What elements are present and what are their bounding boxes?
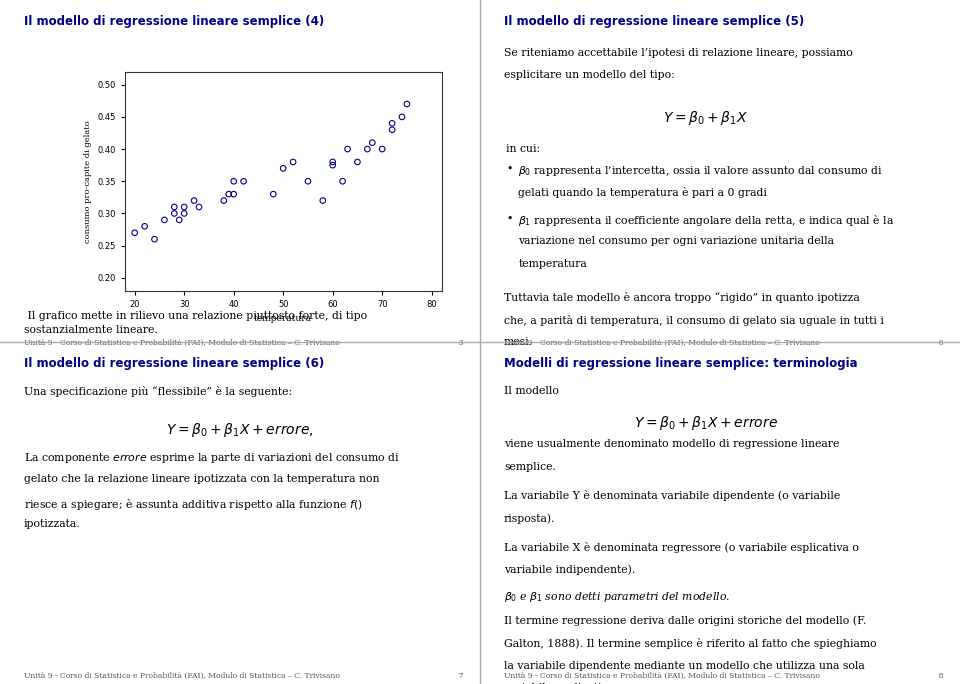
Point xyxy=(340,144,355,155)
Text: esplicitare un modello del tipo:: esplicitare un modello del tipo: xyxy=(504,70,675,81)
Point xyxy=(325,157,341,168)
Point xyxy=(360,144,375,155)
Point xyxy=(177,208,192,219)
Point xyxy=(300,176,316,187)
Text: in cui:: in cui: xyxy=(506,144,540,154)
Text: Unità 9 - Corso di Statistica e Probabilità (FAI), Modulo di Statistica – C. Tri: Unità 9 - Corso di Statistica e Probabil… xyxy=(24,672,464,680)
Point xyxy=(221,189,236,200)
Point xyxy=(374,144,390,155)
Text: $Y = \beta_0 + \beta_1 X + \mathit{errore},$: $Y = \beta_0 + \beta_1 X + \mathit{error… xyxy=(166,421,314,438)
Text: mesi.: mesi. xyxy=(504,337,533,347)
Point xyxy=(226,176,241,187)
Text: ipotizzata.: ipotizzata. xyxy=(24,519,81,529)
Point xyxy=(172,214,187,225)
Text: La variabile X è denominata regressore (o variabile esplicativa o: La variabile X è denominata regressore (… xyxy=(504,542,859,553)
Text: Il modello di regressione lineare semplice (5): Il modello di regressione lineare sempli… xyxy=(504,15,804,28)
Point xyxy=(335,176,350,187)
Point xyxy=(186,195,202,206)
Text: variazione nel consumo per ogni variazione unitaria della: variazione nel consumo per ogni variazio… xyxy=(518,236,834,246)
Point xyxy=(276,163,291,174)
Text: Tuttavia tale modello è ancora troppo “rigido” in quanto ipotizza: Tuttavia tale modello è ancora troppo “r… xyxy=(504,292,860,303)
Point xyxy=(226,189,241,200)
Text: La variabile Y è denominata variabile dipendente (o variabile: La variabile Y è denominata variabile di… xyxy=(504,490,840,501)
Point xyxy=(127,227,142,238)
Point xyxy=(191,202,206,213)
Text: semplice.: semplice. xyxy=(504,462,556,472)
Text: che, a parità di temperatura, il consumo di gelato sia uguale in tutti i: che, a parità di temperatura, il consumo… xyxy=(504,315,884,326)
Text: Unità 9 - Corso di Statistica e Probabilità (FAI), Modulo di Statistica – C. Tri: Unità 9 - Corso di Statistica e Probabil… xyxy=(24,339,464,347)
Text: $\beta_0$ e $\beta_1$ sono detti parametri del modello.: $\beta_0$ e $\beta_1$ sono detti paramet… xyxy=(504,590,731,603)
Point xyxy=(399,98,415,109)
Text: Una specificazione più “flessibile” è la seguente:: Una specificazione più “flessibile” è la… xyxy=(24,386,292,397)
Text: Unità 9 - Corso di Statistica e Probabilità (FAI), Modulo di Statistica – C. Tri: Unità 9 - Corso di Statistica e Probabil… xyxy=(504,339,944,347)
Point xyxy=(384,124,399,135)
X-axis label: temperatura: temperatura xyxy=(254,314,312,324)
Text: Il modello: Il modello xyxy=(504,386,559,397)
Point xyxy=(395,111,410,122)
Point xyxy=(177,202,192,213)
Text: la variabile dipendente mediante un modello che utilizza una sola: la variabile dipendente mediante un mode… xyxy=(504,661,865,671)
Point xyxy=(167,202,182,213)
Point xyxy=(266,189,281,200)
Text: Se riteniamo accettabile l’ipotesi di relazione lineare, possiamo: Se riteniamo accettabile l’ipotesi di re… xyxy=(504,48,852,58)
Text: Il termine regressione deriva dalle origini storiche del modello (F.: Il termine regressione deriva dalle orig… xyxy=(504,616,866,626)
Text: riesce a spiegare; è assunta additiva rispetto alla funzione $\mathit{f()}$: riesce a spiegare; è assunta additiva ri… xyxy=(24,497,363,512)
Point xyxy=(349,157,365,168)
Point xyxy=(384,118,399,129)
Point xyxy=(285,157,300,168)
Text: $Y = \beta_0 + \beta_1 X$: $Y = \beta_0 + \beta_1 X$ xyxy=(663,109,748,127)
Point xyxy=(236,176,252,187)
Text: sostanzialmente lineare.: sostanzialmente lineare. xyxy=(24,325,157,335)
Text: risposta).: risposta). xyxy=(504,513,556,523)
Point xyxy=(156,214,172,225)
Text: •: • xyxy=(506,164,513,174)
Point xyxy=(315,195,330,206)
Point xyxy=(147,234,162,245)
Y-axis label: consumo pro-capite di gelato: consumo pro-capite di gelato xyxy=(84,120,92,243)
Text: $\beta_0$ rappresenta l’intercetta, ossia il valore assunto dal consumo di: $\beta_0$ rappresenta l’intercetta, ossi… xyxy=(518,164,883,178)
Text: Galton, 1888). Il termine semplice è riferito al fatto che spieghiamo: Galton, 1888). Il termine semplice è rif… xyxy=(504,638,876,649)
Text: Il grafico mette in rilievo una relazione piuttosto forte, di tipo: Il grafico mette in rilievo una relazion… xyxy=(24,311,367,321)
Point xyxy=(137,221,153,232)
Text: viene usualmente denominato modello di regressione lineare: viene usualmente denominato modello di r… xyxy=(504,439,839,449)
Point xyxy=(325,159,341,170)
Text: Unità 9 - Corso di Statistica e Probabilità (FAI), Modulo di Statistica – C. Tri: Unità 9 - Corso di Statistica e Probabil… xyxy=(504,672,944,680)
Point xyxy=(216,195,231,206)
Text: $Y = \beta_0 + \beta_1 X + \mathit{errore}$: $Y = \beta_0 + \beta_1 X + \mathit{error… xyxy=(634,414,778,432)
Text: gelato che la relazione lineare ipotizzata con la temperatura non: gelato che la relazione lineare ipotizza… xyxy=(24,474,379,484)
Text: $\beta_1$ rappresenta il coefficiente angolare della retta, e indica qual è la: $\beta_1$ rappresenta il coefficiente an… xyxy=(518,213,895,228)
Text: variabile indipendente).: variabile indipendente). xyxy=(504,564,636,575)
Text: temperatura: temperatura xyxy=(518,259,588,269)
Text: •: • xyxy=(506,213,513,224)
Text: La componente $\mathit{errore}$ esprime la parte di variazioni del consumo di: La componente $\mathit{errore}$ esprime … xyxy=(24,451,400,465)
Text: Il modello di regressione lineare semplice (6): Il modello di regressione lineare sempli… xyxy=(24,357,324,370)
Text: gelati quando la temperatura è pari a 0 gradi: gelati quando la temperatura è pari a 0 … xyxy=(518,187,767,198)
Text: Il modello di regressione lineare semplice (4): Il modello di regressione lineare sempli… xyxy=(24,15,324,28)
Text: Modelli di regressione lineare semplice: terminologia: Modelli di regressione lineare semplice:… xyxy=(504,357,857,370)
Point xyxy=(167,208,182,219)
Point xyxy=(365,137,380,148)
